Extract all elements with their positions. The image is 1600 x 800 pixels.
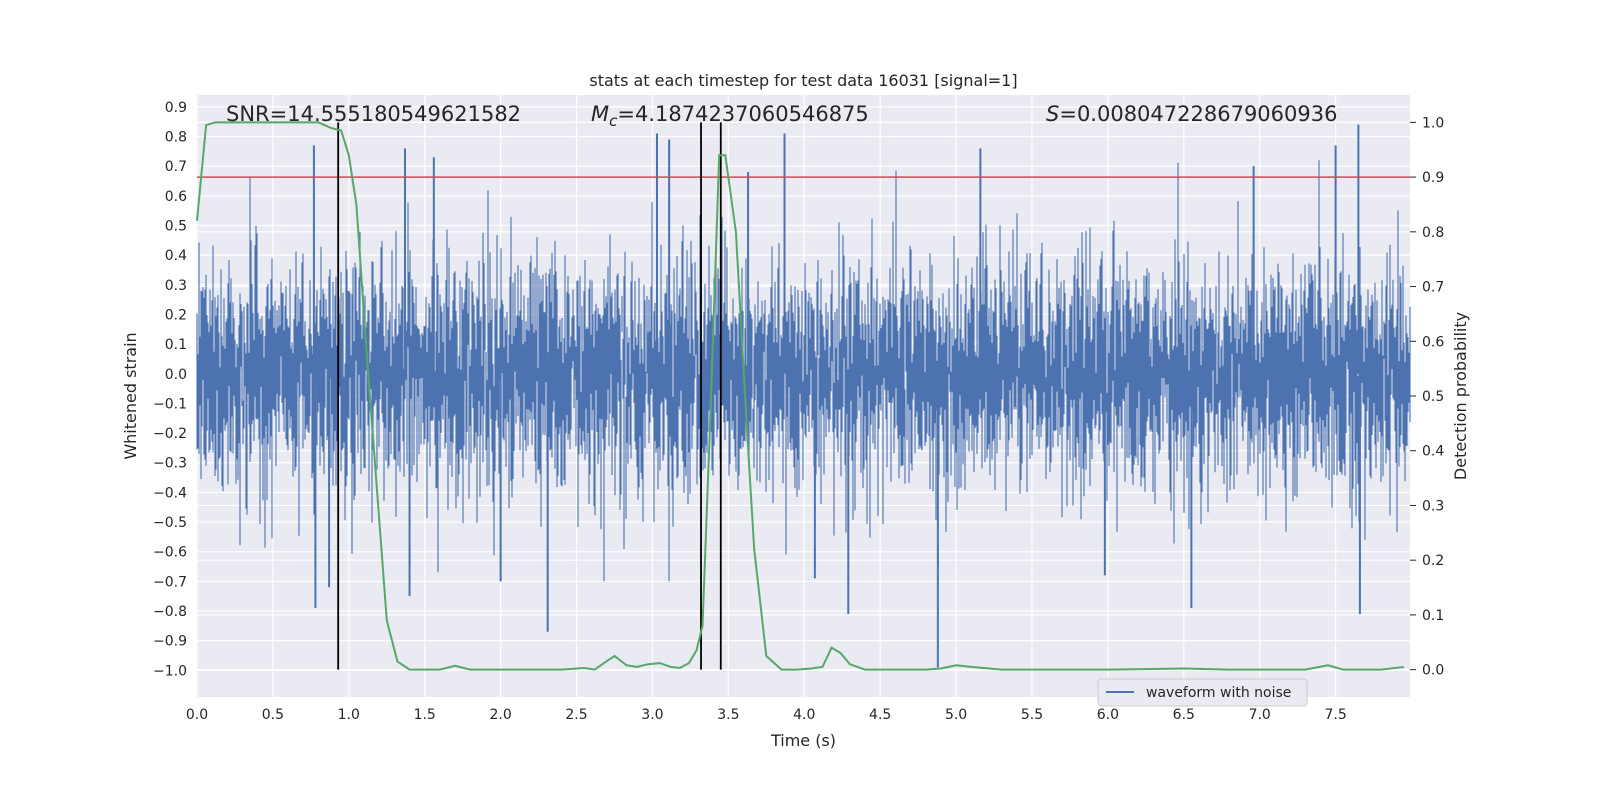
y-tick-label: −0.9 [153, 634, 187, 650]
y-tick-label: 0.5 [165, 218, 187, 234]
y-tick-label: −0.4 [153, 485, 187, 501]
x-tick-label: 2.0 [489, 707, 511, 723]
marker-lines [337, 122, 722, 670]
y-tick-label: 0.8 [165, 130, 187, 146]
x-tick-label: 3.5 [717, 707, 739, 723]
y-tick-label: 0.6 [165, 189, 187, 205]
y-tick-label: 0.1 [165, 337, 187, 353]
right-tick-label: 0.5 [1422, 389, 1444, 405]
chirp-mass-annotation: Mc=4.1874237060546875 [591, 102, 869, 130]
right-tick-label: 0.9 [1422, 170, 1444, 186]
x-tick-label: 0.5 [262, 707, 284, 723]
right-tick-label: 0.6 [1422, 334, 1444, 350]
x-tick-label: 0.0 [186, 707, 208, 723]
right-tick-label: 0.0 [1422, 663, 1444, 679]
right-tick-label: 0.1 [1422, 608, 1444, 624]
x-tick-label: 1.0 [338, 707, 360, 723]
y-tick-label: −0.7 [153, 574, 187, 590]
s-annotation: S=0.008047228679060936 [1046, 102, 1337, 126]
s-value: =0.008047228679060936 [1059, 102, 1337, 126]
legend-box [1097, 678, 1308, 707]
chart-title: stats at each timestep for test data 160… [589, 71, 1017, 90]
y-tick-label: −0.3 [153, 456, 187, 472]
waveform-trace [196, 160, 1411, 582]
x-tick-label: 5.5 [1021, 707, 1043, 723]
mc-value: =4.1874237060546875 [617, 102, 868, 126]
y-tick-label: 0.4 [165, 248, 187, 264]
right-axis-ticks: 0.0 0.1 0.2 0.3 0.4 0.5 0.6 0.7 0.8 0.9 1.0 [1410, 115, 1444, 679]
y-tick-label: 0.9 [165, 100, 187, 116]
y-tick-label: −0.6 [153, 545, 187, 561]
waveform-series [196, 124, 1411, 668]
y-tick-label: 0.3 [165, 278, 187, 294]
x-tick-label: 4.5 [869, 707, 891, 723]
x-tick-label: 2.5 [565, 707, 587, 723]
x-tick-label: 7.0 [1249, 707, 1271, 723]
right-tick-label: 0.7 [1422, 280, 1444, 296]
probability-series [196, 121, 1405, 671]
right-tick-label: 0.3 [1422, 498, 1444, 514]
right-tick-label: 0.2 [1422, 553, 1444, 569]
x-tick-label: 5.0 [945, 707, 967, 723]
snr-annotation: SNR=14.555180549621582 [226, 102, 521, 126]
y-tick-label: −0.2 [153, 426, 187, 442]
mc-subscript: c [609, 112, 618, 130]
right-axis-label: Detection probability [1451, 312, 1470, 480]
mc-symbol: M [591, 102, 609, 126]
x-tick-label: 4.0 [793, 707, 815, 723]
y-tick-label: 0.7 [165, 159, 187, 175]
y-axis-label: Whitened strain [121, 332, 140, 459]
probability-line [196, 121, 1405, 671]
x-tick-label: 6.0 [1097, 707, 1119, 723]
s-symbol: S [1046, 102, 1059, 126]
right-tick-label: 0.4 [1422, 444, 1444, 460]
x-tick-label: 3.0 [641, 707, 663, 723]
legend: waveform with noise [1097, 678, 1308, 707]
y-tick-label: −0.8 [153, 604, 187, 620]
y-tick-label: −1.0 [153, 663, 187, 679]
right-tick-label: 1.0 [1422, 115, 1444, 131]
legend-label-waveform: waveform with noise [1146, 685, 1291, 701]
y-tick-label: −0.5 [153, 515, 187, 531]
y-axis-ticks: 0.9 0.8 0.7 0.6 0.5 0.4 0.3 0.2 0.1 0.0 −0.1 −0.2 −0… [153, 100, 187, 679]
x-axis-label: Time (s) [770, 731, 836, 750]
right-tick-label: 0.8 [1422, 225, 1444, 241]
x-axis-ticks: 0.0 0.5 1.0 1.5 2.0 2.5 3.0 3.5 4.0 4.5 5.0 5.5 6.0 6… [186, 707, 1347, 723]
x-tick-label: 1.5 [414, 707, 436, 723]
x-tick-label: 7.5 [1324, 707, 1346, 723]
x-tick-label: 6.5 [1173, 707, 1195, 723]
y-tick-label: 0.2 [165, 307, 187, 323]
y-tick-label: −0.1 [153, 396, 187, 412]
y-tick-label: 0.0 [165, 367, 187, 383]
